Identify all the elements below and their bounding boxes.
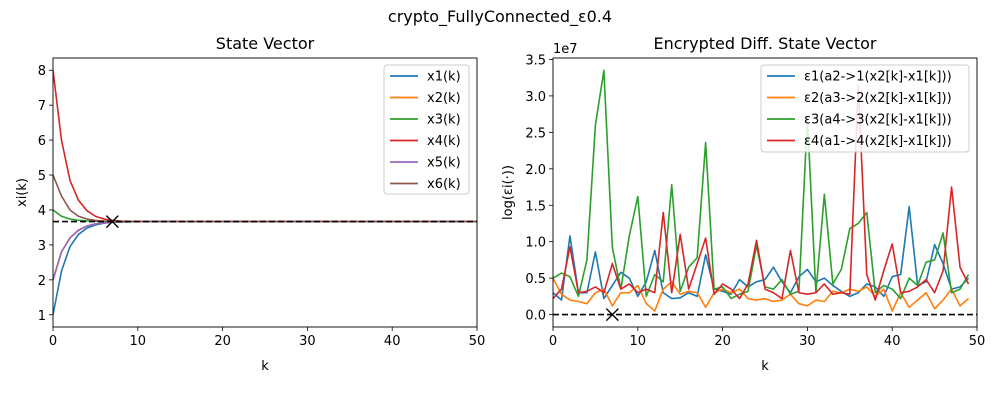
legend-label: x4(k) bbox=[427, 134, 461, 149]
x-tick-label: 20 bbox=[214, 334, 231, 349]
axes-frame bbox=[552, 57, 978, 328]
legend-label: ε1(a2->1(x2[k]-x1[k])) bbox=[804, 70, 952, 85]
chart-state-vector: State Vector 0 10 20 30 40 50 1 2 3 4 5 6 7 8 k xi(k) x1(… bbox=[15, 34, 485, 374]
x-tick-label: 10 bbox=[130, 334, 147, 349]
plot-data bbox=[53, 70, 477, 315]
axes-frame bbox=[52, 57, 478, 328]
figure-title: crypto_FullyConnected_ε0.4 bbox=[388, 7, 612, 27]
series-line-5 bbox=[53, 220, 477, 281]
legend-label: ε2(a3->2(x2[k]-x1[k])) bbox=[804, 91, 952, 106]
series-line-3 bbox=[53, 209, 477, 223]
legend-label: ε4(a1->4(x2[k]-x1[k])) bbox=[804, 134, 952, 149]
x-tick-label: 30 bbox=[299, 334, 316, 349]
x-tick-label: 50 bbox=[469, 334, 486, 349]
x-tick-label: 10 bbox=[630, 334, 647, 349]
x-tick-label: 20 bbox=[714, 334, 731, 349]
chart-title: State Vector bbox=[216, 34, 315, 53]
y-tick-label: 2.5 bbox=[525, 126, 546, 141]
y-tick-label: 2.0 bbox=[525, 163, 546, 178]
y-tick-label: 1.0 bbox=[525, 236, 546, 251]
axis-scale-label: 1e7 bbox=[553, 42, 578, 57]
y-tick-label: 8 bbox=[38, 64, 46, 79]
legend-label: ε3(a4->3(x2[k]-x1[k])) bbox=[804, 113, 952, 128]
y-tick-label: 3 bbox=[38, 239, 46, 254]
y-tick-label: 3.5 bbox=[525, 53, 546, 68]
series-line-4 bbox=[553, 84, 970, 301]
x-tick-label: 50 bbox=[969, 334, 986, 349]
chart-title: Encrypted Diff. State Vector bbox=[654, 34, 877, 53]
y-tick-label: 6 bbox=[38, 134, 46, 149]
x-tick-label: 40 bbox=[884, 334, 901, 349]
y-tick-label: 4 bbox=[38, 204, 46, 219]
y-axis-label: log(εi(·)) bbox=[501, 165, 516, 220]
y-tick-label: 0.5 bbox=[525, 272, 546, 287]
series-line-2 bbox=[53, 220, 477, 281]
chart-encrypted-diff-state-vector: Encrypted Diff. State Vector 1e7 0 10 20 30 40… bbox=[501, 34, 985, 374]
y-axis-label: xi(k) bbox=[15, 178, 30, 207]
x-tick-label: 40 bbox=[384, 334, 401, 349]
convergence-marker bbox=[605, 308, 619, 322]
legend-label: x5(k) bbox=[427, 156, 461, 171]
y-tick-label: 3.0 bbox=[525, 90, 546, 105]
x-tick-label: 0 bbox=[49, 334, 57, 349]
legend-box bbox=[760, 64, 970, 153]
x-axis-label: k bbox=[761, 359, 769, 374]
convergence-marker bbox=[105, 215, 119, 229]
series-line-1 bbox=[53, 220, 477, 315]
y-tick-label: 1.5 bbox=[525, 199, 546, 214]
x-axis-label: k bbox=[261, 359, 269, 374]
plot-data bbox=[553, 69, 977, 316]
y-tick-label: 5 bbox=[38, 169, 46, 184]
legend-label: x6(k) bbox=[427, 177, 461, 192]
legend-label: x1(k) bbox=[427, 70, 461, 85]
y-tick-label: 7 bbox=[38, 99, 46, 114]
legend-label: x3(k) bbox=[427, 113, 461, 128]
y-tick-label: 2 bbox=[38, 274, 46, 289]
y-tick-label: 0.0 bbox=[525, 309, 546, 324]
series-line-1 bbox=[553, 205, 970, 301]
legend-label: x2(k) bbox=[427, 91, 461, 106]
series-line-2 bbox=[553, 277, 970, 312]
x-tick-label: 0 bbox=[549, 334, 557, 349]
y-tick-label: 1 bbox=[38, 309, 46, 324]
x-tick-label: 30 bbox=[799, 334, 816, 349]
